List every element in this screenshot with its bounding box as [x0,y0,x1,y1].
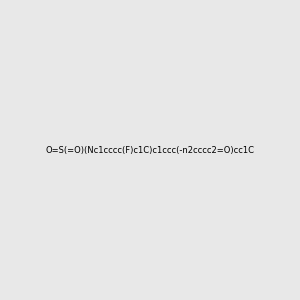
Text: O=S(=O)(Nc1cccc(F)c1C)c1ccc(-n2cccc2=O)cc1C: O=S(=O)(Nc1cccc(F)c1C)c1ccc(-n2cccc2=O)c… [46,146,254,154]
